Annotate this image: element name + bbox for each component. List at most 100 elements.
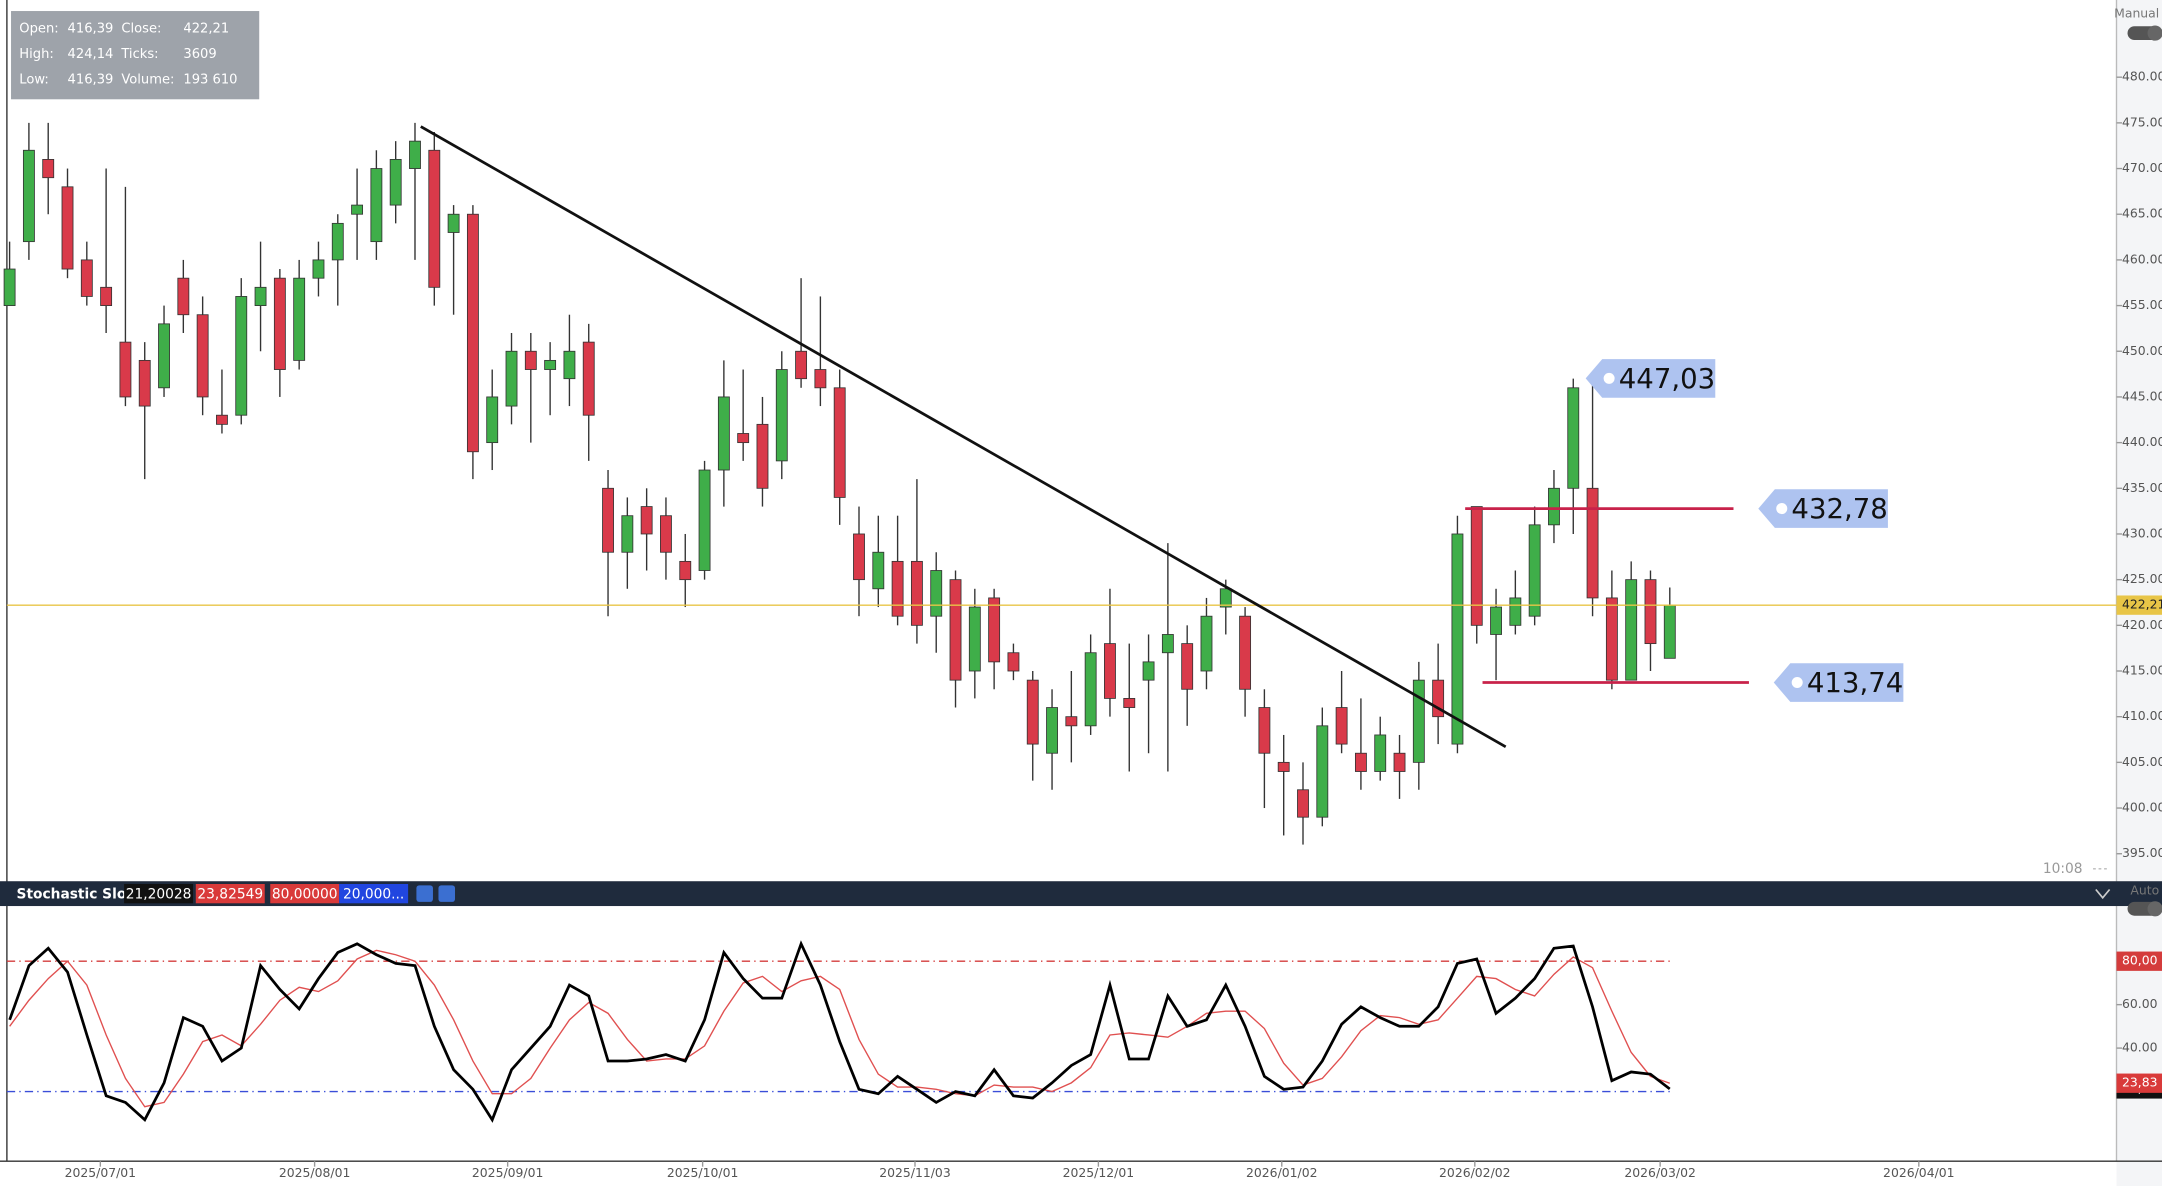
candle-body	[293, 277, 306, 361]
candle-body	[1548, 487, 1560, 526]
right-axis-panel	[2116, 0, 2162, 1186]
info-label: Ticks:	[120, 47, 158, 62]
x-tick-label: 2025/08/01	[279, 1165, 351, 1180]
candle-body	[544, 359, 557, 370]
time-label: 10:08	[2043, 861, 2083, 877]
indicator-value: 21,20028	[126, 886, 192, 902]
y-tick-label: 40.00	[2122, 1040, 2158, 1055]
candle-body	[891, 560, 904, 617]
candle-body	[814, 369, 827, 389]
y-tick-label: 470.00	[2122, 160, 2162, 175]
candle-body	[447, 213, 460, 233]
x-tick-label: 2025/11/03	[879, 1165, 951, 1180]
level-callout-shape	[1773, 663, 1904, 702]
x-tick-label: 2026/02/02	[1439, 1165, 1511, 1180]
candle-body	[795, 350, 808, 380]
info-value: 416,39	[68, 72, 114, 87]
candle-body	[853, 533, 865, 581]
candle-body	[1470, 506, 1483, 626]
candle-body	[1490, 606, 1502, 635]
candle-body	[1181, 643, 1194, 690]
candle-body	[1586, 487, 1599, 599]
info-value: 424,14	[68, 47, 114, 62]
indicator-mode-label: Auto	[2130, 882, 2159, 897]
level-callout: 413,74	[1807, 666, 1903, 699]
candle-body	[1567, 387, 1580, 489]
candle-body	[119, 341, 132, 398]
mode-toggle-knob[interactable]	[2147, 25, 2162, 41]
y-tick-label: 430.00	[2122, 525, 2162, 540]
y-tick-label: 420.00	[2122, 617, 2162, 632]
y-tick-label: 450.00	[2122, 343, 2162, 358]
candle-body	[1065, 716, 1078, 727]
settings-icon[interactable]	[416, 885, 433, 902]
candle-body	[1123, 698, 1136, 708]
candle-body	[138, 359, 151, 407]
candle-body	[235, 296, 248, 416]
candle-body	[100, 286, 113, 306]
candle-body	[273, 277, 286, 370]
info-label: Volume:	[121, 72, 174, 87]
trendline	[420, 125, 1507, 749]
fast-line	[8, 940, 1671, 1123]
last-price-label: 422,21	[2122, 597, 2162, 612]
candle-body	[1451, 533, 1464, 745]
indicator-value: 20,000...	[343, 886, 404, 902]
candle-body	[505, 350, 518, 407]
candle-body	[1297, 789, 1309, 818]
candle-body	[833, 387, 846, 498]
info-label: Open:	[19, 21, 58, 36]
close-icon[interactable]	[438, 885, 456, 902]
candle-body	[717, 396, 730, 471]
candle-body	[254, 286, 267, 306]
candle-body	[486, 396, 499, 444]
candle-body	[968, 606, 981, 672]
indicator-mode-toggle-knob[interactable]	[2147, 901, 2162, 917]
candle-body	[370, 168, 383, 243]
candle-body	[1142, 661, 1155, 681]
candle-body	[312, 259, 325, 279]
collapse-icon[interactable]	[2095, 888, 2111, 900]
level-label: 80,00	[2122, 953, 2158, 968]
y-tick-label: 475.00	[2122, 114, 2162, 129]
y-tick-label: 400.00	[2122, 800, 2162, 815]
last-value-box	[2116, 1073, 2162, 1093]
candle-body	[1219, 588, 1232, 608]
candle-body	[1432, 679, 1445, 718]
candle-body	[389, 159, 402, 206]
candle-body	[158, 323, 170, 389]
candle-body	[1509, 597, 1522, 626]
candle-body	[42, 159, 55, 179]
candle-body	[872, 551, 885, 590]
indicator-value: 23,82549	[197, 886, 263, 902]
candle-body	[1104, 643, 1116, 699]
candle-body	[1084, 652, 1097, 727]
y-tick-label: 465.00	[2122, 206, 2162, 221]
last-price-box	[2116, 595, 2162, 615]
candle-body	[3, 268, 16, 306]
x-tick-label: 2026/03/02	[1624, 1165, 1696, 1180]
candle-body	[1605, 597, 1618, 681]
indicator-value: 80,00000	[272, 886, 338, 902]
candle-body	[930, 570, 943, 617]
candle-body	[949, 579, 962, 681]
info-value: 3609	[183, 47, 216, 62]
candle-body	[1393, 752, 1406, 772]
y-tick-label: 460.00	[2122, 251, 2162, 266]
candle-body	[331, 222, 344, 261]
info-value: 416,39	[68, 21, 114, 36]
y-tick-label: 395.00	[2122, 845, 2162, 860]
candle-body	[563, 350, 576, 380]
candle-body	[910, 560, 923, 626]
y-tick-label: 415.00	[2122, 663, 2162, 678]
candle-body	[1335, 707, 1348, 745]
candle-body	[1625, 579, 1638, 681]
info-label: High:	[19, 47, 54, 62]
candle-body	[988, 597, 1001, 663]
candle-body	[466, 213, 479, 453]
info-value: 422,21	[183, 21, 229, 36]
candle-body	[1046, 707, 1058, 754]
info-box-background	[11, 11, 260, 100]
